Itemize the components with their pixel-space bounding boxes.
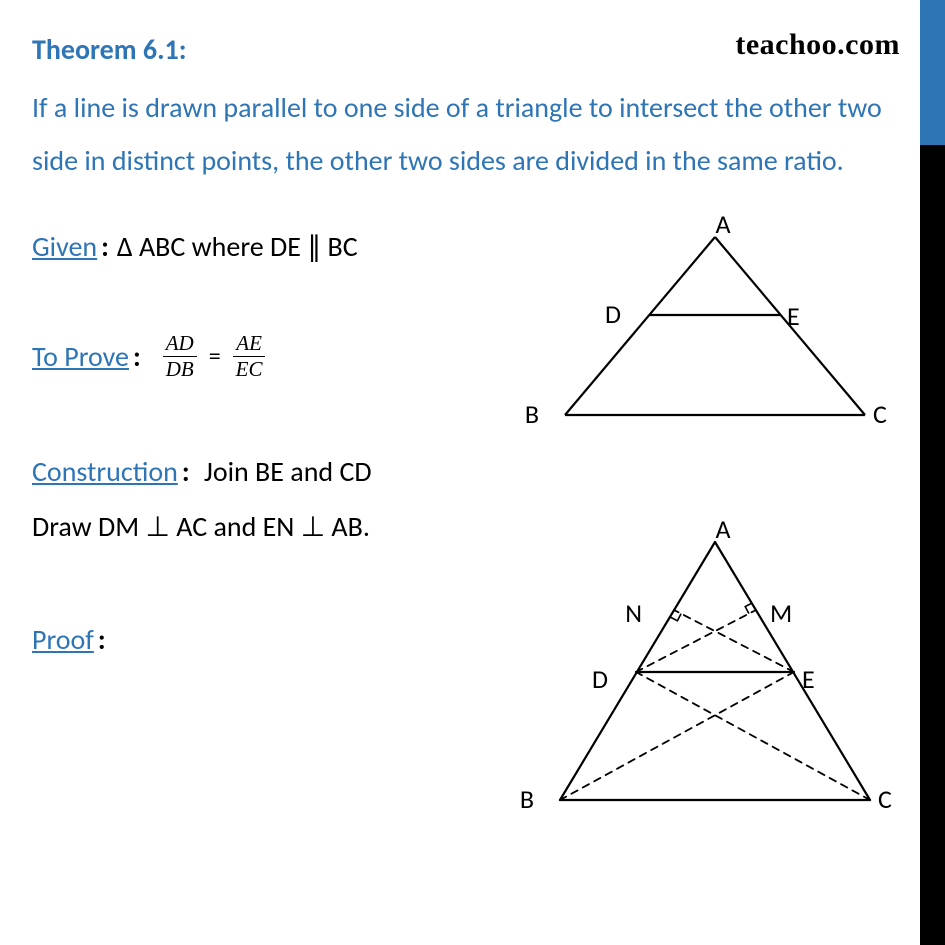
svg-text:N: N <box>625 597 642 629</box>
svg-text:A: A <box>715 520 730 545</box>
svg-text:B: B <box>520 783 534 815</box>
figure-triangle-1: A B C D E <box>505 215 900 430</box>
colon: : <box>133 339 141 374</box>
svg-text:B: B <box>525 398 539 430</box>
svg-text:E: E <box>787 300 800 332</box>
colon: : <box>182 454 190 489</box>
frac-den: DB <box>163 357 197 381</box>
svg-text:C: C <box>873 398 887 430</box>
given-label: Given <box>32 229 97 264</box>
frac-den: EC <box>233 357 266 381</box>
theorem-title: Theorem 6.1: <box>32 32 902 67</box>
proof-label: Proof <box>32 622 94 657</box>
colon: : <box>101 229 109 264</box>
side-strip-black <box>920 145 945 945</box>
svg-text:D: D <box>592 663 608 695</box>
svg-text:A: A <box>715 215 730 240</box>
svg-text:C: C <box>878 783 892 815</box>
fraction-ad-db: AD DB <box>163 332 197 381</box>
given-text: Δ ABC where DE ∥ BC <box>117 229 358 264</box>
fraction-ae-ec: AE EC <box>233 332 266 381</box>
frac-num: AE <box>233 332 265 357</box>
construction-row: Construction: Join BE and CD <box>32 454 902 489</box>
to-prove-label: To Prove <box>32 339 129 374</box>
svg-text:D: D <box>605 298 621 330</box>
construction-text: Join BE and CD <box>204 454 372 489</box>
frac-num: AD <box>163 332 197 357</box>
theorem-statement: If a line is drawn parallel to one side … <box>32 81 902 187</box>
svg-text:E: E <box>802 663 815 695</box>
equals-sign: = <box>209 342 221 371</box>
svg-text:M: M <box>770 597 792 629</box>
figure-triangle-2: A B C D E N M <box>500 520 900 820</box>
side-strip-blue <box>920 0 945 145</box>
colon: : <box>98 622 106 657</box>
construction-label: Construction <box>32 454 178 489</box>
